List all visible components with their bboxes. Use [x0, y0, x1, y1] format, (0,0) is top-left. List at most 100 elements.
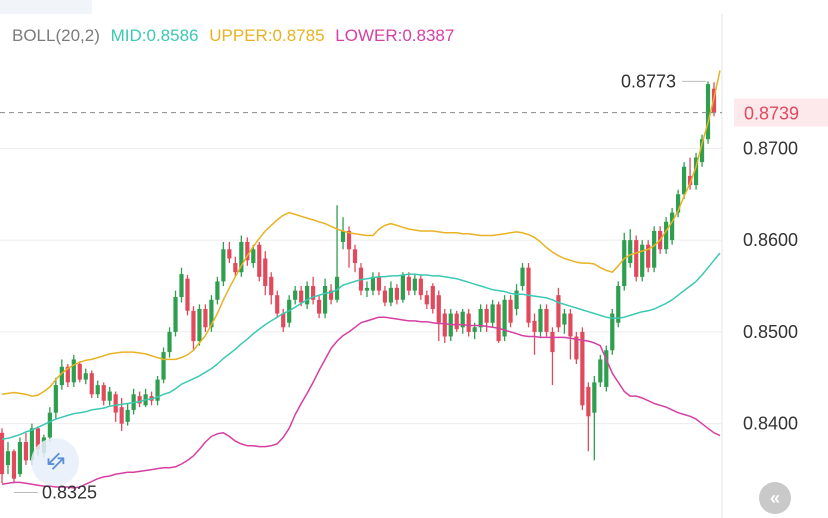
candle-body	[562, 313, 567, 325]
candle-body	[35, 428, 40, 450]
candle-body	[681, 166, 687, 195]
candle-body	[233, 263, 238, 273]
candle-body	[418, 278, 423, 296]
candle-body	[352, 249, 358, 264]
candle-body	[550, 331, 555, 353]
candle-body	[472, 327, 477, 332]
candle-body	[167, 331, 172, 353]
legend-upper: UPPER:0.8785	[209, 26, 325, 45]
candle-body	[340, 230, 346, 242]
candle-body	[89, 373, 94, 395]
candle-body	[29, 428, 35, 461]
candle-body	[628, 240, 633, 264]
candle-body	[478, 308, 483, 328]
candle-body	[705, 84, 711, 140]
candle-body	[5, 451, 11, 465]
candle-body	[556, 295, 561, 328]
candle-body	[173, 297, 178, 332]
candle-body	[322, 286, 328, 314]
candle-body	[430, 286, 435, 309]
candle-body	[670, 212, 675, 241]
candle-body	[161, 352, 166, 380]
candle-body	[191, 310, 196, 342]
candle-body	[17, 442, 23, 475]
candle-body	[604, 350, 609, 387]
y-tick-label: 0.8500	[743, 322, 798, 342]
candle-body	[676, 194, 681, 213]
legend-lower: LOWER:0.8387	[335, 26, 455, 45]
collapse-button[interactable]: «	[759, 482, 791, 514]
candle-body	[113, 394, 118, 413]
candle-body	[245, 241, 250, 261]
top-tab[interactable]	[0, 0, 92, 14]
candle-body	[490, 304, 495, 323]
y-tick-label: 0.8700	[743, 138, 798, 158]
candle-body	[376, 276, 382, 291]
lower-band-line	[1, 316, 721, 489]
candle-body	[442, 313, 447, 337]
candle-body	[544, 308, 549, 332]
candle-body	[687, 175, 693, 186]
candle-body	[77, 364, 82, 380]
candle-body	[406, 276, 411, 291]
candle-body	[532, 320, 537, 332]
candle-body	[281, 313, 286, 328]
candle-body	[424, 295, 429, 305]
expand-button[interactable]: ⇵	[31, 438, 79, 486]
candle-body	[640, 244, 645, 277]
candle-body	[11, 451, 17, 479]
candle-body	[209, 299, 214, 328]
candle-body	[388, 287, 394, 303]
expand-arrows-icon: ⇵	[39, 446, 71, 478]
candle-body	[610, 313, 615, 351]
candle-body	[400, 275, 405, 300]
candle-body	[317, 299, 322, 314]
candle-body	[699, 139, 705, 163]
candle-body	[592, 382, 597, 413]
candle-body	[101, 385, 106, 401]
candle-body	[412, 278, 417, 291]
candle-body	[71, 359, 76, 383]
candle-body	[496, 304, 501, 342]
candle-body	[239, 241, 244, 273]
candle-body	[484, 308, 489, 323]
mid-band-line	[1, 252, 721, 441]
top-strip	[0, 0, 828, 14]
candle-body	[299, 290, 304, 303]
upper-band-line	[1, 70, 721, 397]
candle-body	[185, 278, 190, 311]
candle-body	[275, 295, 280, 314]
candle-body	[502, 299, 507, 337]
candle-body	[257, 244, 262, 277]
candle-body	[269, 276, 274, 296]
candle-body	[652, 230, 657, 268]
candle-body	[568, 313, 573, 337]
candle-body	[382, 290, 388, 303]
candle-body	[53, 385, 58, 413]
candle-body	[454, 313, 459, 330]
candle-body	[47, 412, 52, 438]
candle-body	[436, 295, 441, 323]
candle-body	[538, 308, 543, 332]
candle-body	[328, 290, 334, 300]
candle-body	[83, 373, 88, 380]
candle-body	[634, 240, 639, 277]
candle-body	[95, 385, 100, 395]
current-price-badge	[734, 98, 828, 127]
candle-body	[346, 230, 352, 250]
candle-body	[586, 386, 591, 417]
candle-body	[622, 240, 627, 287]
candle-body	[364, 287, 370, 291]
candle-body	[0, 432, 5, 475]
candle-body	[520, 267, 525, 287]
y-tick-label: 0.8400	[743, 414, 798, 434]
candle-body	[203, 308, 208, 328]
high-marker-label: 0.8773	[621, 71, 676, 91]
legend-mid: MID:0.8586	[110, 26, 199, 45]
candle-body	[221, 249, 226, 282]
candle-body	[197, 308, 202, 342]
candle-body	[370, 276, 376, 291]
boll-legend: BOLL(20,2) MID:0.8586 UPPER:0.8785 LOWER…	[12, 26, 460, 46]
candle-body	[514, 290, 519, 309]
